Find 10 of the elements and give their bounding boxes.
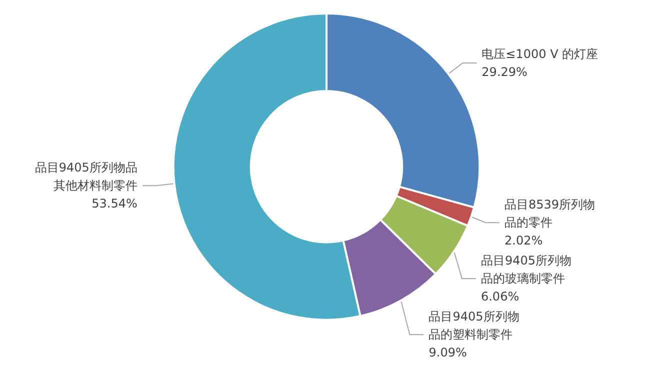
slice-label: 品目9405所列物品的玻璃制零件: [480, 254, 572, 286]
data-label: 9.09%: [428, 346, 467, 360]
slice-label: 品目8539所列物品的零件: [504, 198, 596, 230]
slice-label: 电压≤1000 V 的灯座: [482, 47, 598, 62]
data-label: 29.29%: [482, 65, 528, 80]
slice-label: 品目9405所列物品的塑料制零件: [428, 310, 520, 342]
data-label: 53.54%: [92, 196, 138, 211]
slice-label: 品目9405所列物品其他材料制零件: [34, 160, 138, 193]
data-label: 6.06%: [480, 290, 520, 304]
data-label: 2.02%: [504, 234, 543, 248]
